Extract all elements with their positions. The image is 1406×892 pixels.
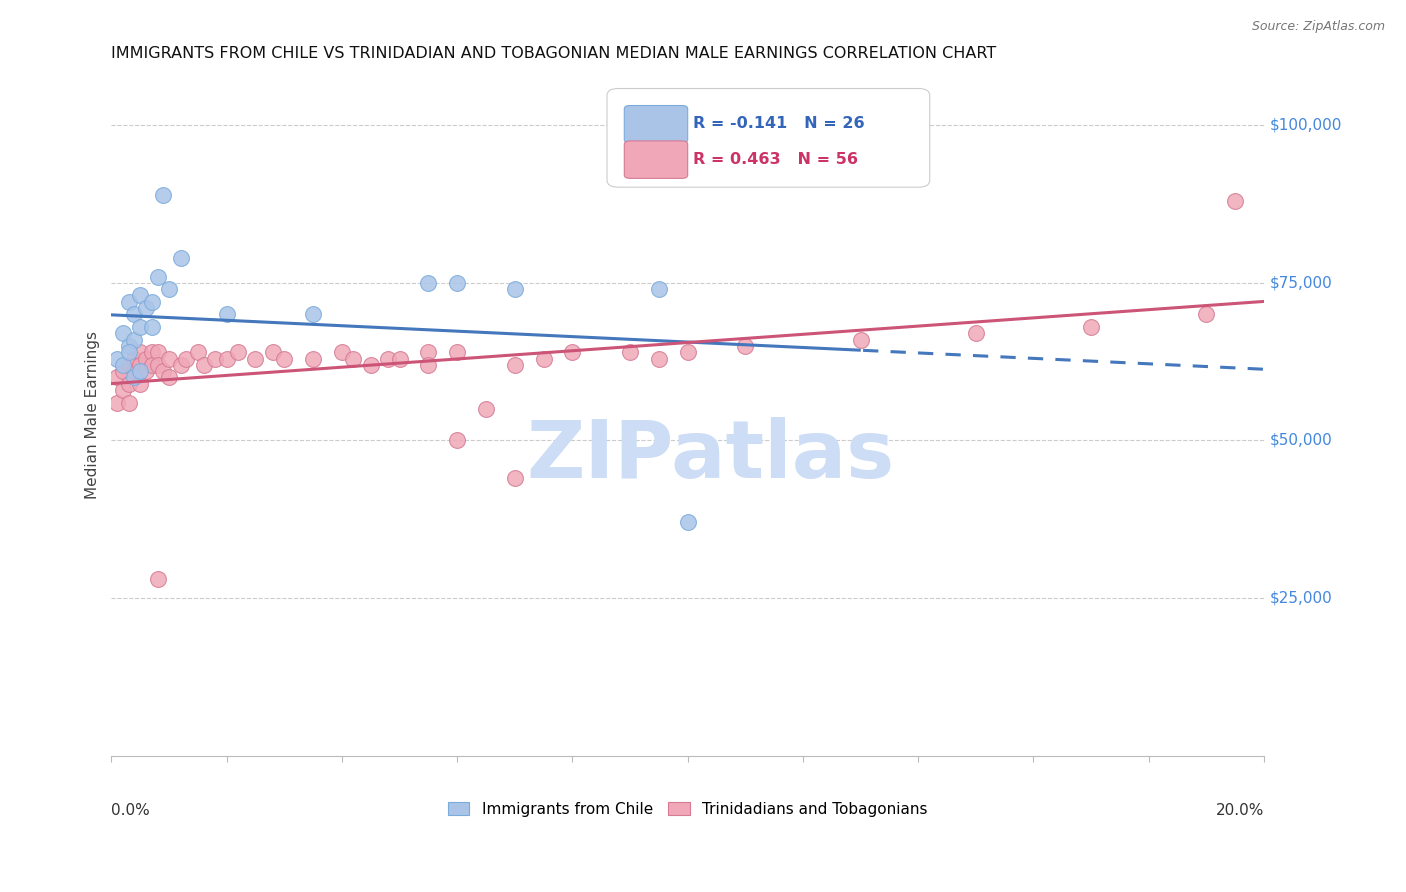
Point <box>146 269 169 284</box>
Point <box>118 358 141 372</box>
Point <box>152 364 174 378</box>
Point <box>377 351 399 366</box>
Point <box>1195 307 1218 321</box>
Point <box>388 351 411 366</box>
Point <box>169 251 191 265</box>
Point <box>245 351 267 366</box>
Point <box>215 351 238 366</box>
Point <box>176 351 198 366</box>
Point <box>124 351 146 366</box>
Point <box>135 351 157 366</box>
Point <box>141 358 163 372</box>
Point <box>124 364 146 378</box>
Point <box>215 307 238 321</box>
Point <box>129 358 152 372</box>
Point <box>503 282 526 296</box>
Point <box>475 401 498 416</box>
Point <box>118 294 141 309</box>
Point <box>105 351 128 366</box>
Point <box>157 370 180 384</box>
Point <box>146 345 169 359</box>
FancyBboxPatch shape <box>624 141 688 178</box>
Point <box>111 358 134 372</box>
Point <box>129 364 152 378</box>
Point <box>157 351 180 366</box>
Point <box>418 276 440 290</box>
Point <box>302 307 325 321</box>
Point <box>418 358 440 372</box>
Point <box>135 364 157 378</box>
Text: 20.0%: 20.0% <box>1216 803 1264 818</box>
Point <box>105 370 128 384</box>
Point <box>262 345 284 359</box>
Point <box>676 516 699 530</box>
Point <box>111 383 134 397</box>
Point <box>619 345 641 359</box>
Point <box>561 345 583 359</box>
Legend: Immigrants from Chile, Trinidadians and Tobagonians: Immigrants from Chile, Trinidadians and … <box>441 796 934 822</box>
Point <box>118 376 141 391</box>
Point <box>129 345 152 359</box>
Point <box>105 395 128 409</box>
Point <box>118 345 141 359</box>
Point <box>446 434 468 448</box>
Point <box>648 282 671 296</box>
Point <box>965 326 987 341</box>
Text: 0.0%: 0.0% <box>111 803 150 818</box>
Point <box>503 471 526 485</box>
Point <box>169 358 191 372</box>
Text: ZIPatlas: ZIPatlas <box>527 417 894 495</box>
Point <box>1223 194 1246 208</box>
Point <box>111 326 134 341</box>
Point <box>129 320 152 334</box>
Point <box>124 333 146 347</box>
Point <box>152 187 174 202</box>
Point <box>342 351 364 366</box>
Point <box>157 282 180 296</box>
Text: R = -0.141   N = 26: R = -0.141 N = 26 <box>693 116 865 131</box>
Text: $75,000: $75,000 <box>1270 276 1333 291</box>
Point <box>204 351 226 366</box>
Point <box>446 345 468 359</box>
Y-axis label: Median Male Earnings: Median Male Earnings <box>86 331 100 500</box>
Point <box>141 320 163 334</box>
Point <box>187 345 209 359</box>
Point <box>129 376 152 391</box>
Point <box>146 572 169 586</box>
Point <box>273 351 295 366</box>
Point <box>193 358 215 372</box>
Point <box>135 301 157 315</box>
Point <box>849 333 872 347</box>
Point <box>418 345 440 359</box>
Point <box>141 345 163 359</box>
Point <box>676 345 699 359</box>
Point <box>118 339 141 353</box>
Text: R = 0.463   N = 56: R = 0.463 N = 56 <box>693 152 859 167</box>
Point <box>124 307 146 321</box>
Point <box>446 276 468 290</box>
Text: IMMIGRANTS FROM CHILE VS TRINIDADIAN AND TOBAGONIAN MEDIAN MALE EARNINGS CORRELA: IMMIGRANTS FROM CHILE VS TRINIDADIAN AND… <box>111 46 997 62</box>
Point <box>226 345 249 359</box>
FancyBboxPatch shape <box>607 88 929 187</box>
Text: Source: ZipAtlas.com: Source: ZipAtlas.com <box>1251 20 1385 33</box>
Point <box>141 294 163 309</box>
FancyBboxPatch shape <box>624 105 688 143</box>
Text: $50,000: $50,000 <box>1270 433 1333 448</box>
Point <box>129 288 152 302</box>
Point <box>302 351 325 366</box>
Point <box>146 358 169 372</box>
Point <box>118 395 141 409</box>
Point <box>533 351 555 366</box>
Point <box>503 358 526 372</box>
Text: $100,000: $100,000 <box>1270 118 1343 133</box>
Point <box>111 364 134 378</box>
Text: $25,000: $25,000 <box>1270 591 1333 606</box>
Point <box>360 358 382 372</box>
Point <box>1080 320 1102 334</box>
Point <box>648 351 671 366</box>
Point <box>124 370 146 384</box>
Point <box>734 339 756 353</box>
Point <box>330 345 353 359</box>
